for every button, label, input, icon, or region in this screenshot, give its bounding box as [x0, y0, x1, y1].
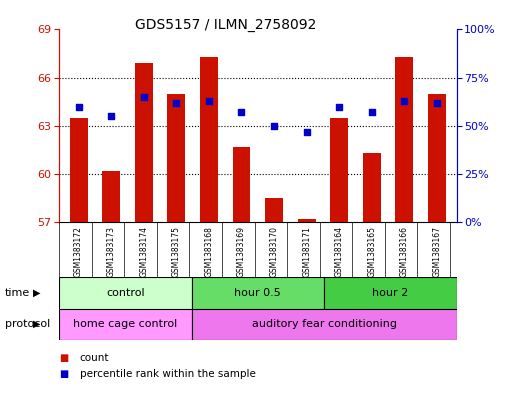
- Point: [433, 99, 441, 106]
- Text: GSM1383175: GSM1383175: [172, 226, 181, 277]
- Text: ▶: ▶: [33, 288, 41, 298]
- Bar: [70, 118, 88, 222]
- Text: ■: ■: [59, 353, 68, 364]
- Point: [140, 94, 148, 100]
- Bar: [232, 147, 250, 222]
- Text: hour 2: hour 2: [372, 288, 408, 298]
- Text: time: time: [5, 288, 30, 298]
- Bar: [428, 94, 446, 222]
- Text: percentile rank within the sample: percentile rank within the sample: [80, 369, 255, 379]
- Point: [303, 129, 311, 135]
- Bar: [396, 57, 413, 222]
- Bar: [330, 118, 348, 222]
- Point: [238, 109, 246, 116]
- Text: ▶: ▶: [33, 319, 41, 329]
- Text: GSM1383173: GSM1383173: [107, 226, 115, 277]
- Text: GDS5157 / ILMN_2758092: GDS5157 / ILMN_2758092: [135, 18, 317, 32]
- Text: GSM1383168: GSM1383168: [204, 226, 213, 277]
- Bar: [298, 219, 315, 222]
- Text: count: count: [80, 353, 109, 364]
- Text: hour 0.5: hour 0.5: [234, 288, 281, 298]
- Text: GSM1383166: GSM1383166: [400, 226, 409, 277]
- Bar: [59, 309, 191, 340]
- Point: [74, 103, 83, 110]
- Text: home cage control: home cage control: [73, 319, 177, 329]
- Bar: [59, 277, 191, 309]
- Text: GSM1383169: GSM1383169: [237, 226, 246, 277]
- Text: control: control: [106, 288, 145, 298]
- Text: GSM1383165: GSM1383165: [367, 226, 377, 277]
- Bar: [191, 277, 324, 309]
- Bar: [324, 277, 457, 309]
- Text: auditory fear conditioning: auditory fear conditioning: [251, 319, 397, 329]
- Text: GSM1383170: GSM1383170: [269, 226, 279, 277]
- Bar: [265, 198, 283, 222]
- Point: [368, 109, 376, 116]
- Point: [400, 97, 408, 104]
- Text: GSM1383164: GSM1383164: [335, 226, 344, 277]
- Text: GSM1383171: GSM1383171: [302, 226, 311, 277]
- Text: GSM1383172: GSM1383172: [74, 226, 83, 277]
- Bar: [200, 57, 218, 222]
- Point: [107, 113, 115, 119]
- Text: ■: ■: [59, 369, 68, 379]
- Point: [172, 99, 181, 106]
- Text: protocol: protocol: [5, 319, 50, 329]
- Bar: [102, 171, 120, 222]
- Bar: [191, 309, 457, 340]
- Text: GSM1383174: GSM1383174: [139, 226, 148, 277]
- Point: [205, 97, 213, 104]
- Point: [335, 103, 343, 110]
- Bar: [167, 94, 185, 222]
- Point: [270, 123, 278, 129]
- Text: GSM1383167: GSM1383167: [432, 226, 442, 277]
- Bar: [135, 63, 153, 222]
- Bar: [363, 153, 381, 222]
